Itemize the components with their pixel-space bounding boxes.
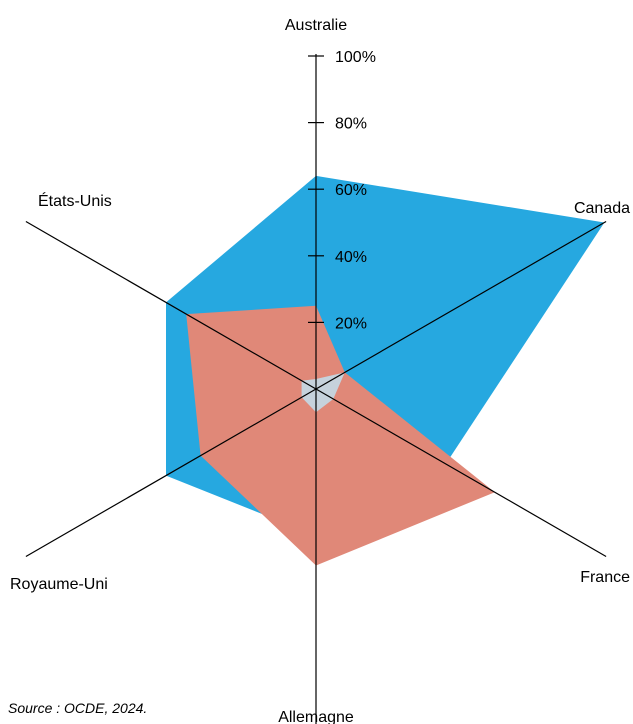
ticks-layer: 20% 40% 60% 80% 100% (308, 49, 376, 332)
axis-label-2: Canada (574, 200, 630, 217)
series-layer (166, 175, 605, 566)
axis-line-3 (315, 388, 607, 558)
axis-line-6 (25, 220, 317, 390)
axis-label-1: Australie (285, 17, 347, 34)
tick-label: 40% (335, 249, 367, 266)
tick-label: 100% (335, 49, 376, 66)
labels-layer: Australie Canada France Allemagne Royaume-Un… (10, 17, 630, 724)
tick-label: 60% (335, 182, 367, 199)
axis-line-2 (315, 220, 607, 390)
axes-layer (25, 54, 607, 724)
tick-label: 80% (335, 116, 367, 133)
axis-label-5: Royaume-Uni (10, 576, 108, 593)
source-note: Source : OCDE, 2024. (8, 700, 148, 716)
axis-label-3: France (580, 569, 630, 586)
axis-label-6: États-Unis (38, 191, 112, 210)
axis-line-5 (25, 388, 317, 558)
tick-label: 20% (335, 315, 367, 332)
series-3-area (301, 372, 345, 413)
axis-label-4: Allemagne (278, 709, 354, 724)
series-2-area (186, 305, 495, 566)
